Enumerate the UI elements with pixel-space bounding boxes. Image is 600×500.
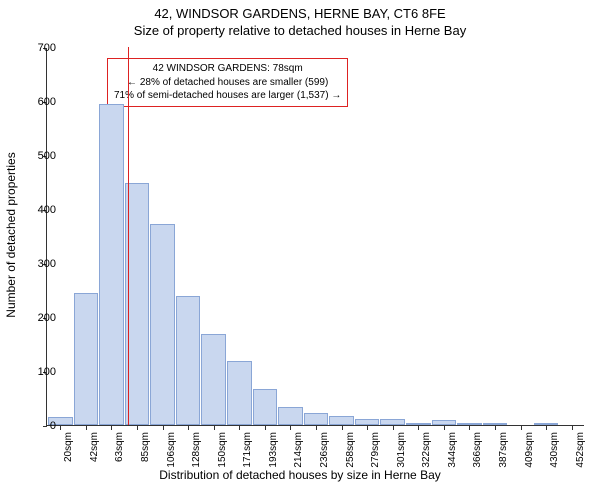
histogram-bar — [201, 334, 226, 425]
x-tick-label: 301sqm — [396, 432, 407, 468]
x-tick-label: 258sqm — [345, 432, 356, 468]
chart-title-line1: 42, WINDSOR GARDENS, HERNE BAY, CT6 8FE — [0, 0, 600, 21]
x-tick-mark — [239, 426, 240, 430]
x-tick-mark — [316, 426, 317, 430]
histogram-bar — [99, 104, 124, 425]
histogram-bar — [457, 423, 482, 425]
histogram-bar — [406, 423, 431, 425]
y-tick-label: 400 — [16, 204, 56, 216]
x-tick-label: 106sqm — [166, 432, 177, 468]
x-tick-label: 85sqm — [140, 432, 151, 462]
x-tick-label: 193sqm — [268, 432, 279, 468]
y-tick-label: 600 — [16, 96, 56, 108]
histogram-bar — [278, 407, 303, 425]
x-tick-mark — [546, 426, 547, 430]
x-tick-mark — [163, 426, 164, 430]
x-tick-mark — [111, 426, 112, 430]
annotation-line3: 71% of semi-detached houses are larger (… — [114, 89, 341, 103]
x-tick-label: 322sqm — [421, 432, 432, 468]
y-axis-label: Number of detached properties — [4, 152, 18, 317]
y-tick-label: 500 — [16, 150, 56, 162]
x-tick-mark — [214, 426, 215, 430]
plot-area: 42 WINDSOR GARDENS: 78sqm ← 28% of detac… — [46, 48, 584, 426]
annotation-line2: ← 28% of detached houses are smaller (59… — [114, 76, 341, 90]
x-axis-label: Distribution of detached houses by size … — [0, 468, 600, 482]
x-tick-mark — [418, 426, 419, 430]
histogram-bar — [150, 224, 175, 425]
histogram-bar — [304, 413, 329, 425]
x-tick-mark — [265, 426, 266, 430]
histogram-bar — [176, 296, 201, 425]
histogram-bar — [534, 423, 559, 425]
x-tick-mark — [290, 426, 291, 430]
histogram-bar — [74, 293, 99, 425]
x-tick-label: 366sqm — [472, 432, 483, 468]
histogram-bar — [432, 420, 457, 425]
x-tick-mark — [367, 426, 368, 430]
x-tick-label: 452sqm — [575, 432, 586, 468]
x-tick-mark — [444, 426, 445, 430]
y-tick-label: 200 — [16, 312, 56, 324]
plot-wrap: 42 WINDSOR GARDENS: 78sqm ← 28% of detac… — [46, 48, 584, 426]
x-tick-mark — [572, 426, 573, 430]
histogram-bar — [380, 419, 405, 425]
x-tick-label: 63sqm — [114, 432, 125, 462]
y-tick-label: 0 — [16, 420, 56, 432]
histogram-bar — [329, 416, 354, 425]
histogram-bar — [355, 419, 380, 425]
chart-container: 42, WINDSOR GARDENS, HERNE BAY, CT6 8FE … — [0, 0, 600, 500]
x-tick-mark — [60, 426, 61, 430]
x-tick-mark — [137, 426, 138, 430]
y-tick-label: 100 — [16, 366, 56, 378]
histogram-bar — [227, 361, 252, 425]
x-tick-label: 344sqm — [447, 432, 458, 468]
x-tick-label: 128sqm — [191, 432, 202, 468]
x-tick-mark — [495, 426, 496, 430]
chart-title-line2: Size of property relative to detached ho… — [0, 21, 600, 38]
x-tick-mark — [342, 426, 343, 430]
histogram-bar — [253, 389, 278, 425]
x-tick-label: 279sqm — [370, 432, 381, 468]
x-tick-label: 214sqm — [293, 432, 304, 468]
x-tick-label: 171sqm — [242, 432, 253, 468]
y-tick-label: 300 — [16, 258, 56, 270]
x-tick-label: 387sqm — [498, 432, 509, 468]
x-tick-label: 150sqm — [217, 432, 228, 468]
x-tick-label: 430sqm — [549, 432, 560, 468]
x-tick-mark — [521, 426, 522, 430]
histogram-bar — [483, 423, 508, 425]
x-tick-mark — [86, 426, 87, 430]
x-tick-label: 42sqm — [89, 432, 100, 462]
x-tick-mark — [188, 426, 189, 430]
marker-line — [128, 47, 129, 425]
y-tick-label: 700 — [16, 42, 56, 54]
x-tick-mark — [469, 426, 470, 430]
x-tick-label: 236sqm — [319, 432, 330, 468]
x-tick-mark — [393, 426, 394, 430]
annotation-line1: 42 WINDSOR GARDENS: 78sqm — [114, 62, 341, 76]
x-tick-label: 409sqm — [524, 432, 535, 468]
x-tick-label: 20sqm — [63, 432, 74, 462]
annotation-box: 42 WINDSOR GARDENS: 78sqm ← 28% of detac… — [107, 58, 348, 107]
